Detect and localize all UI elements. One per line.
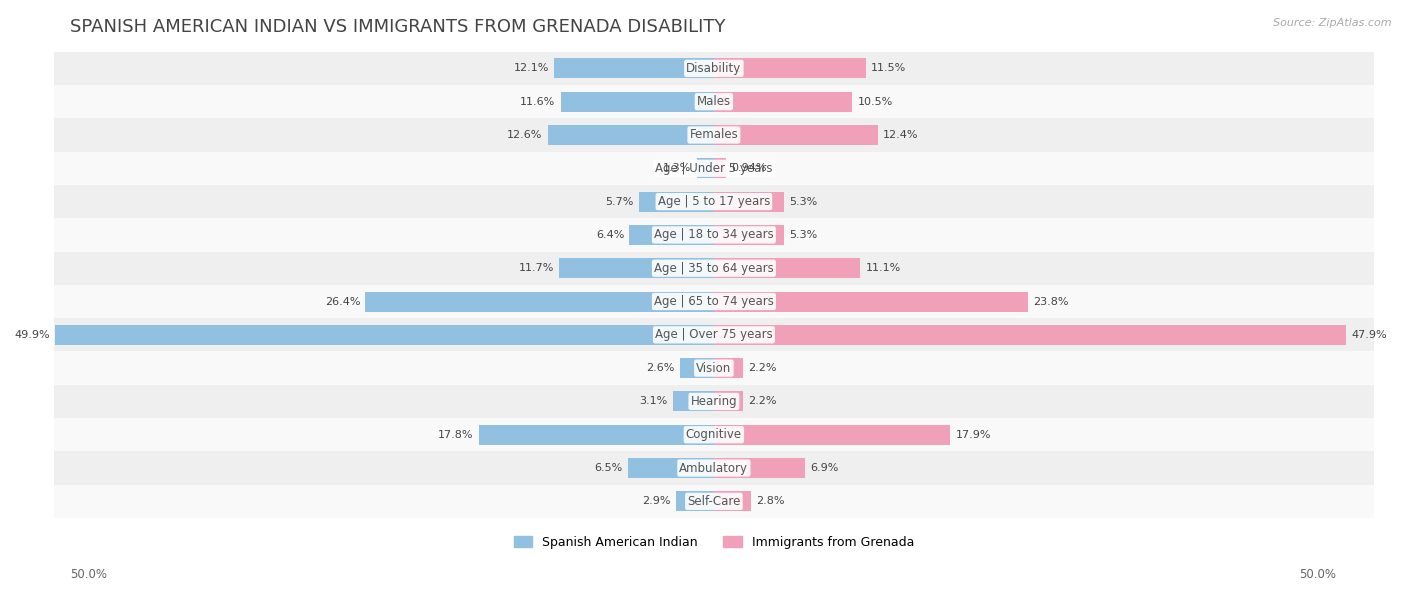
- Bar: [714, 125, 877, 145]
- Bar: [676, 491, 714, 512]
- Text: 12.6%: 12.6%: [508, 130, 543, 140]
- Text: Self-Care: Self-Care: [688, 495, 741, 508]
- Bar: [53, 252, 1374, 285]
- Bar: [53, 218, 1374, 252]
- Text: 2.9%: 2.9%: [641, 496, 671, 506]
- Text: 11.6%: 11.6%: [520, 97, 555, 106]
- Bar: [560, 258, 714, 278]
- Text: 47.9%: 47.9%: [1351, 330, 1388, 340]
- Bar: [53, 285, 1374, 318]
- Bar: [547, 125, 714, 145]
- Bar: [714, 192, 785, 212]
- Bar: [714, 392, 742, 411]
- Text: Hearing: Hearing: [690, 395, 737, 408]
- Bar: [714, 458, 806, 478]
- Bar: [53, 185, 1374, 218]
- Bar: [697, 159, 714, 178]
- Text: 12.4%: 12.4%: [883, 130, 918, 140]
- Text: Age | 65 to 74 years: Age | 65 to 74 years: [654, 295, 773, 308]
- Bar: [638, 192, 714, 212]
- Bar: [53, 418, 1374, 452]
- Bar: [366, 291, 714, 312]
- Bar: [53, 52, 1374, 85]
- Text: 5.7%: 5.7%: [605, 196, 633, 207]
- Bar: [714, 258, 860, 278]
- Bar: [53, 452, 1374, 485]
- Text: 11.1%: 11.1%: [866, 263, 901, 273]
- Text: 2.2%: 2.2%: [748, 363, 776, 373]
- Bar: [714, 325, 1346, 345]
- Bar: [55, 325, 714, 345]
- Text: 2.2%: 2.2%: [748, 397, 776, 406]
- Bar: [53, 385, 1374, 418]
- Text: 50.0%: 50.0%: [1299, 569, 1336, 581]
- Bar: [53, 152, 1374, 185]
- Text: Age | 5 to 17 years: Age | 5 to 17 years: [658, 195, 770, 208]
- Bar: [479, 425, 714, 445]
- Text: 26.4%: 26.4%: [325, 296, 360, 307]
- Text: Females: Females: [689, 129, 738, 141]
- Text: 2.6%: 2.6%: [645, 363, 675, 373]
- Text: 6.9%: 6.9%: [810, 463, 838, 473]
- Bar: [53, 318, 1374, 351]
- Text: 50.0%: 50.0%: [70, 569, 107, 581]
- Bar: [630, 225, 714, 245]
- Text: 1.3%: 1.3%: [664, 163, 692, 173]
- Text: Source: ZipAtlas.com: Source: ZipAtlas.com: [1274, 18, 1392, 28]
- Text: Age | Over 75 years: Age | Over 75 years: [655, 328, 773, 341]
- Bar: [714, 159, 727, 178]
- Text: Age | Under 5 years: Age | Under 5 years: [655, 162, 773, 175]
- Bar: [714, 491, 751, 512]
- Bar: [554, 58, 714, 78]
- Bar: [628, 458, 714, 478]
- Text: Males: Males: [697, 95, 731, 108]
- Text: 11.5%: 11.5%: [870, 64, 907, 73]
- Text: 5.3%: 5.3%: [789, 230, 817, 240]
- Text: 6.5%: 6.5%: [595, 463, 623, 473]
- Text: Age | 35 to 64 years: Age | 35 to 64 years: [654, 262, 773, 275]
- Bar: [714, 425, 950, 445]
- Text: 17.9%: 17.9%: [956, 430, 991, 440]
- Text: 3.1%: 3.1%: [640, 397, 668, 406]
- Bar: [53, 485, 1374, 518]
- Text: Age | 18 to 34 years: Age | 18 to 34 years: [654, 228, 773, 241]
- Bar: [714, 291, 1028, 312]
- Text: 11.7%: 11.7%: [519, 263, 554, 273]
- Bar: [53, 85, 1374, 118]
- Text: Ambulatory: Ambulatory: [679, 461, 748, 474]
- Bar: [673, 392, 714, 411]
- Text: Disability: Disability: [686, 62, 741, 75]
- Text: 49.9%: 49.9%: [14, 330, 51, 340]
- Text: Vision: Vision: [696, 362, 731, 375]
- Bar: [714, 225, 785, 245]
- Text: 0.94%: 0.94%: [731, 163, 768, 173]
- Text: 2.8%: 2.8%: [756, 496, 785, 506]
- Bar: [561, 92, 714, 111]
- Bar: [53, 351, 1374, 385]
- Bar: [714, 58, 866, 78]
- Text: 23.8%: 23.8%: [1033, 296, 1069, 307]
- Bar: [679, 358, 714, 378]
- Text: Cognitive: Cognitive: [686, 428, 742, 441]
- Bar: [714, 358, 742, 378]
- Text: 12.1%: 12.1%: [513, 64, 548, 73]
- Text: 10.5%: 10.5%: [858, 97, 893, 106]
- Bar: [53, 118, 1374, 152]
- Text: 6.4%: 6.4%: [596, 230, 624, 240]
- Legend: Spanish American Indian, Immigrants from Grenada: Spanish American Indian, Immigrants from…: [509, 531, 920, 554]
- Bar: [714, 92, 852, 111]
- Text: SPANISH AMERICAN INDIAN VS IMMIGRANTS FROM GRENADA DISABILITY: SPANISH AMERICAN INDIAN VS IMMIGRANTS FR…: [70, 18, 725, 36]
- Text: 17.8%: 17.8%: [439, 430, 474, 440]
- Text: 5.3%: 5.3%: [789, 196, 817, 207]
